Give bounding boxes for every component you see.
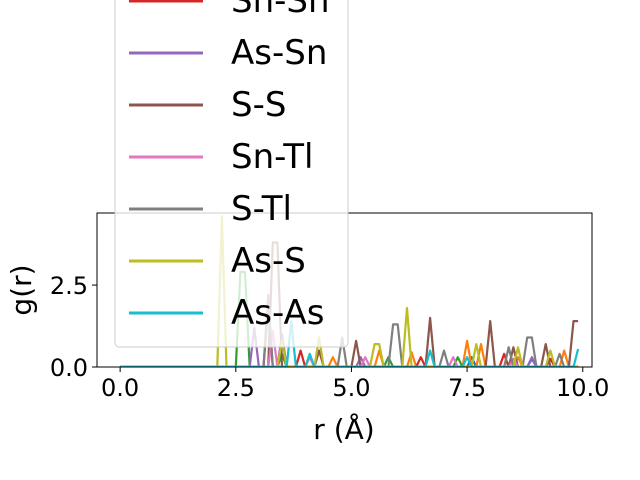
legend-label: As-As <box>231 293 324 333</box>
y-tick-label: 2.5 <box>50 272 88 300</box>
legend: Sn-Sn As-Sn S-S Sn-Tl S-Tl As-S As-As <box>114 0 349 348</box>
x-tick-label: 2.5 <box>217 374 255 402</box>
legend-label: Sn-Sn <box>231 0 330 21</box>
x-tick-label: 0.0 <box>101 374 139 402</box>
x-axis-label: r (Å) <box>313 412 374 446</box>
series-line-3 <box>120 303 579 367</box>
x-axis: 0.0 2.5 5.0 7.5 10.0 <box>101 367 609 402</box>
x-tick-label: 7.5 <box>448 374 486 402</box>
legend-label: Sn-Tl <box>231 137 314 177</box>
legend-label: S-S <box>231 85 286 125</box>
legend-label: S-Tl <box>231 189 292 229</box>
legend-label: As-S <box>231 241 306 281</box>
x-tick-label: 5.0 <box>332 374 370 402</box>
legend-label: As-Sn <box>231 33 327 73</box>
x-tick-label: 10.0 <box>556 374 609 402</box>
series-layer <box>120 215 580 367</box>
y-axis: 0.0 2.5 <box>50 272 97 382</box>
y-tick-label: 0.0 <box>50 354 88 382</box>
y-axis-label: g(r) <box>5 264 38 315</box>
